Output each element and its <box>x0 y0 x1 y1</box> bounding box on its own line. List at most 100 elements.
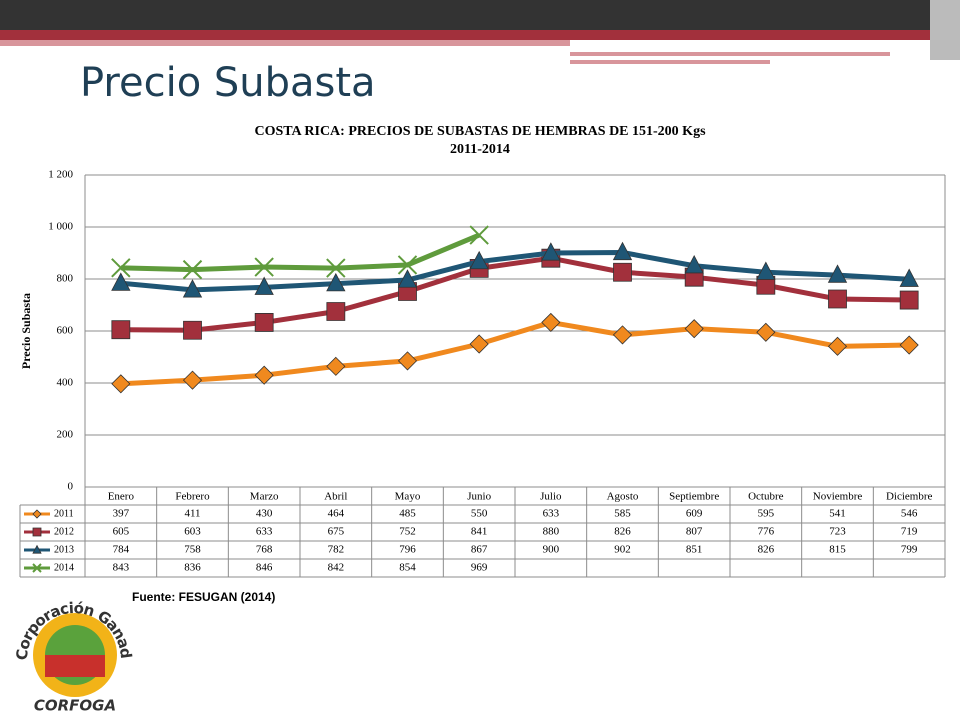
x-tick-label: Septiembre <box>669 491 719 503</box>
legend-label: 2012 <box>54 526 74 537</box>
y-tick-label: 1 000 <box>48 221 73 233</box>
point-marker <box>613 262 632 282</box>
table-value: 609 <box>686 508 703 520</box>
series-line <box>120 255 910 333</box>
table-value: 900 <box>543 544 560 556</box>
point-marker <box>254 313 274 332</box>
point-marker <box>899 290 919 310</box>
y-tick-label: 200 <box>57 429 74 441</box>
table-value: 796 <box>399 544 416 556</box>
point-marker <box>827 336 848 356</box>
stripe <box>0 30 960 40</box>
table-value: 867 <box>471 544 488 556</box>
point-marker <box>612 325 633 345</box>
x-tick-label: Diciembre <box>886 491 933 503</box>
point-marker <box>182 370 203 390</box>
stripe <box>570 52 890 56</box>
table-value: 826 <box>614 526 631 538</box>
table-value: 585 <box>614 508 631 520</box>
legend-marker <box>32 509 42 519</box>
point-marker <box>111 272 131 291</box>
point-marker <box>684 319 704 339</box>
series-line <box>120 319 910 387</box>
table-value: 799 <box>901 544 918 556</box>
table-value: 782 <box>328 544 345 556</box>
x-tick-label: Enero <box>108 491 135 503</box>
x-tick-label: Julio <box>540 491 562 503</box>
point-marker <box>612 241 633 261</box>
series-line <box>120 232 481 273</box>
slide-title: Precio Subasta <box>80 60 376 106</box>
table-value: 902 <box>614 544 631 556</box>
x-tick-label: Marzo <box>250 491 279 503</box>
table-value: 430 <box>256 508 273 520</box>
table-value: 603 <box>184 526 201 538</box>
table-value: 546 <box>901 508 918 520</box>
table-value: 752 <box>399 526 416 538</box>
table-value: 776 <box>758 526 775 538</box>
legend-marker <box>32 527 42 537</box>
point-marker <box>541 312 561 332</box>
table-value: 815 <box>829 544 846 556</box>
point-marker <box>397 255 418 275</box>
point-marker <box>254 365 274 385</box>
y-tick-label: 600 <box>57 325 74 337</box>
stripe <box>0 40 570 46</box>
x-tick-label: Mayo <box>395 491 421 503</box>
point-marker <box>541 242 561 261</box>
table-value: 851 <box>686 544 703 556</box>
table-value: 397 <box>113 508 130 520</box>
table-value: 719 <box>901 526 918 538</box>
table-value: 854 <box>399 562 416 574</box>
y-tick-label: 1 200 <box>48 169 73 181</box>
point-marker <box>111 258 131 278</box>
x-tick-label: Octubre <box>748 491 784 503</box>
x-tick-label: Junio <box>467 491 491 503</box>
legend-label: 2014 <box>54 562 74 573</box>
point-marker <box>469 250 489 270</box>
point-marker <box>397 351 418 371</box>
point-marker <box>326 272 346 292</box>
point-marker <box>326 356 346 376</box>
table-value: 758 <box>184 544 201 556</box>
table-value: 841 <box>471 526 488 538</box>
table-value: 836 <box>184 562 201 574</box>
y-axis-label: Precio Subasta <box>19 293 33 369</box>
legend-label: 2011 <box>54 508 74 519</box>
chart-title: COSTA RICA: PRECIOS DE SUBASTAS DE HEMBR… <box>254 124 706 139</box>
x-tick-label: Agosto <box>607 491 639 503</box>
point-marker <box>397 269 418 288</box>
table-value: 880 <box>543 526 560 538</box>
point-marker <box>111 320 131 340</box>
table-value: 633 <box>543 508 560 520</box>
table-value: 605 <box>113 526 130 538</box>
y-tick-label: 400 <box>57 377 74 389</box>
legend-marker <box>32 544 42 554</box>
point-marker <box>182 259 203 280</box>
point-marker <box>183 320 202 340</box>
table-value: 784 <box>113 544 130 556</box>
y-tick-label: 0 <box>68 481 74 493</box>
corner <box>930 0 960 60</box>
point-marker <box>469 334 489 354</box>
legend-label: 2013 <box>54 544 74 555</box>
point-marker <box>684 254 704 274</box>
table-value: 768 <box>256 544 273 556</box>
point-marker <box>827 264 848 283</box>
table-value: 550 <box>471 508 488 520</box>
x-tick-label: Noviembre <box>813 491 863 503</box>
table-value: 807 <box>686 526 703 538</box>
table-value: 411 <box>184 508 200 520</box>
top-bar <box>0 0 960 30</box>
point-marker <box>756 322 776 342</box>
table-value: 723 <box>829 526 846 538</box>
table-value: 541 <box>829 508 846 520</box>
point-marker <box>326 258 346 278</box>
stripe <box>570 60 770 64</box>
table-value: 969 <box>471 562 488 574</box>
y-tick-label: 800 <box>57 273 74 285</box>
point-marker <box>326 302 346 321</box>
point-marker <box>469 225 489 245</box>
logo-text: CORFOGA <box>34 697 116 715</box>
point-marker <box>756 261 776 280</box>
